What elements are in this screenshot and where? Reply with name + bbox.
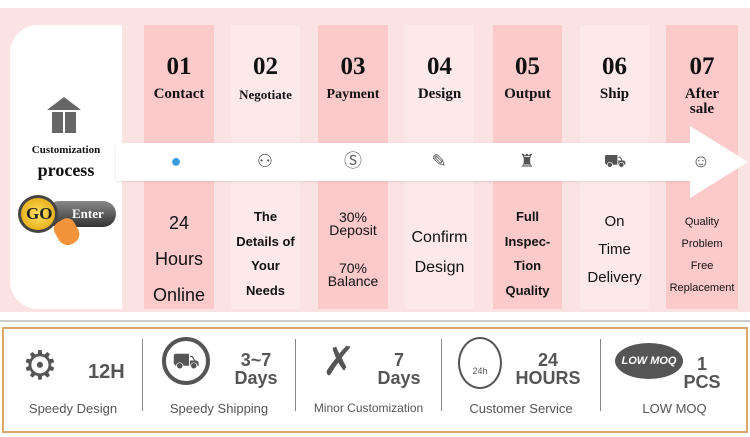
step-desc: Quality xyxy=(505,282,550,298)
feature-unit: PCS xyxy=(683,372,721,392)
feature-minor-customization: ✗ 7 Days Minor Customization xyxy=(296,329,441,431)
feature-caption: Speedy Design xyxy=(28,401,118,416)
step-number: 07 xyxy=(689,53,715,80)
step-number: 04 xyxy=(427,53,452,80)
support-person-icon: ☺ xyxy=(691,151,711,171)
feature-value: 1 xyxy=(696,354,707,374)
step-label: Output xyxy=(504,86,551,102)
step-number: 03 xyxy=(340,53,366,80)
truck-icon: ⛟ xyxy=(603,151,627,171)
go-label: GO xyxy=(26,204,53,223)
step-desc: Hours xyxy=(154,249,203,269)
process-arrow xyxy=(116,143,691,181)
step-desc: 70% xyxy=(338,260,368,276)
step-desc: Problem xyxy=(681,238,723,250)
step-label: Design xyxy=(417,86,462,102)
step-desc: Deposit xyxy=(329,222,377,238)
feature-value: 12H xyxy=(88,361,125,383)
divider xyxy=(441,339,442,411)
step-desc: Inspec- xyxy=(504,233,551,249)
step-label: After sale xyxy=(684,86,720,117)
step-desc: Details of xyxy=(236,233,295,249)
feature-caption: Speedy Shipping xyxy=(169,401,269,416)
gear-pencil-icon: ⚙ xyxy=(22,344,58,388)
meeting-icon: ⚇ xyxy=(256,151,274,171)
step-number: 06 xyxy=(602,53,627,80)
step-number: 02 xyxy=(253,53,278,80)
ruler-pencil-icon: ✗ xyxy=(322,340,356,384)
step-desc: Tion xyxy=(513,258,542,273)
divider xyxy=(142,339,143,411)
feature-value: 24 xyxy=(537,350,559,370)
divider xyxy=(0,320,750,322)
feature-caption: LOW MOQ xyxy=(642,401,707,416)
feature-unit: Days xyxy=(377,368,421,388)
step-desc: Balance xyxy=(327,273,379,289)
brush-icon: ✎ xyxy=(431,151,447,171)
step-label: Payment xyxy=(326,87,380,102)
step-desc: Confirm xyxy=(411,229,468,246)
step-desc: The xyxy=(253,209,278,224)
customization-label: Customization xyxy=(31,144,101,156)
feature-caption: Customer Service xyxy=(469,401,573,416)
process-label: process xyxy=(37,160,95,180)
arrow-head xyxy=(690,126,748,198)
truck-circle-icon: ⛟ xyxy=(162,337,210,385)
step-desc: Online xyxy=(152,285,206,305)
step-number: 01 xyxy=(166,53,192,80)
step-desc: Full xyxy=(515,209,540,224)
24h-service-icon: 24h xyxy=(458,337,502,389)
divider xyxy=(295,339,296,411)
enter-label: Enter xyxy=(72,206,104,221)
step-desc: Quality xyxy=(684,216,720,228)
feature-speedy-shipping: ⛟ 3~7 Days Speedy Shipping xyxy=(143,329,295,431)
step-desc: Needs xyxy=(245,282,286,298)
feature-customer-service: 24h 24 HOURS Customer Service xyxy=(442,329,600,431)
dollar-icon: Ⓢ xyxy=(344,151,362,171)
low-moq-badge-icon: LOW MOQ xyxy=(615,343,683,379)
step-desc: Free xyxy=(690,260,714,272)
left-panel xyxy=(10,25,122,309)
house-icon xyxy=(47,97,81,133)
step-label: Negotiate xyxy=(239,87,292,102)
step-desc: 24 xyxy=(168,213,190,233)
step-desc: Replacement xyxy=(669,282,735,294)
step-number: 05 xyxy=(515,53,540,80)
step-label: Contact xyxy=(153,86,205,102)
step-desc: Time xyxy=(598,241,631,258)
feature-value: 7 xyxy=(393,350,404,370)
step-label: Ship xyxy=(599,86,630,102)
divider xyxy=(600,339,601,411)
step-desc: Your xyxy=(251,258,280,273)
feature-value: 3~7 xyxy=(240,350,272,370)
feature-unit: Days xyxy=(234,368,278,388)
feature-low-moq: LOW MOQ 1 PCS LOW MOQ xyxy=(601,329,748,431)
feature-caption: Minor Customization xyxy=(313,401,424,415)
feature-unit: HOURS xyxy=(515,368,581,388)
features-bar: ⚙ 12H Speedy Design ⛟ 3~7 Days Speedy Shi… xyxy=(2,327,748,433)
feature-speedy-design: ⚙ 12H Speedy Design xyxy=(4,329,142,431)
step-desc: 30% xyxy=(338,209,368,225)
chat-bubble-icon: ● xyxy=(170,151,182,171)
go-enter-button[interactable]: Enter GO xyxy=(18,195,118,249)
step-desc: Delivery xyxy=(587,269,642,286)
step-desc: Design xyxy=(414,259,465,276)
step-desc: On xyxy=(604,213,625,230)
factory-icon: ♜ xyxy=(518,151,536,171)
